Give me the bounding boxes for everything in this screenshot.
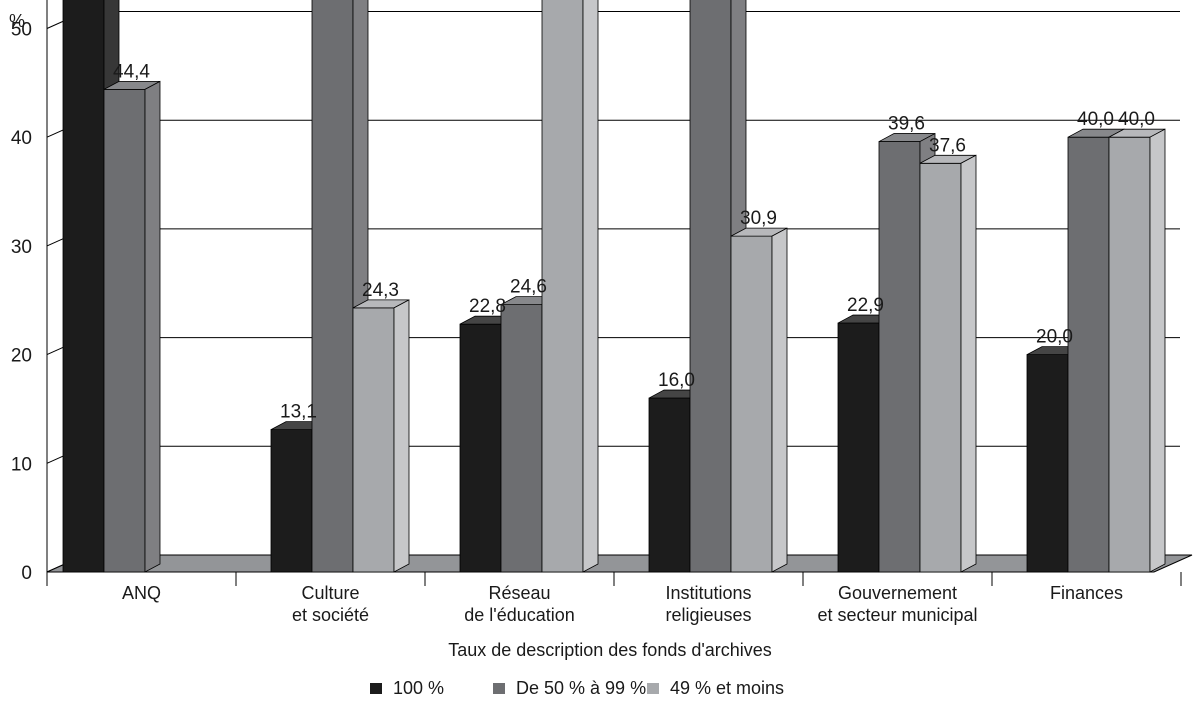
bar-front [103, 88, 146, 573]
legend-swatch [370, 683, 382, 694]
category-label: religieuses [665, 605, 751, 625]
data-label: 44,4 [113, 61, 150, 82]
bar-front [500, 304, 543, 573]
bar-side [1149, 128, 1166, 573]
data-label: 39,6 [888, 114, 925, 135]
data-label: 37,6 [929, 135, 966, 156]
bars [62, 0, 1166, 573]
data-label: 24,6 [510, 277, 547, 298]
bar [919, 154, 977, 573]
bar-front [459, 323, 502, 573]
category-label: et secteur municipal [817, 605, 977, 625]
bar-side [144, 80, 161, 573]
bar [541, 0, 599, 573]
bar-front [1067, 136, 1110, 573]
data-label: 16,0 [658, 370, 695, 391]
y-tick-label: 10 [11, 454, 32, 475]
bar-front [62, 0, 105, 573]
legend-label: 49 % et moins [670, 678, 784, 698]
category-label: Finances [1050, 583, 1123, 603]
bar-front [837, 322, 880, 573]
bar-front [919, 162, 962, 573]
data-label: 24,3 [362, 280, 399, 301]
bar-front [270, 429, 313, 573]
y-tick-label: 30 [11, 237, 32, 258]
chart-floor [46, 554, 1193, 573]
bar-side [393, 299, 410, 573]
category-label: Gouvernement [838, 583, 957, 603]
data-label: 40,0 [1118, 109, 1155, 130]
bar-front [1026, 354, 1069, 573]
bar [352, 299, 410, 573]
legend-label: 100 % [393, 678, 444, 698]
category-label: Culture [301, 583, 359, 603]
y-axis-unit: % [9, 11, 25, 31]
bar-front [541, 0, 584, 573]
category-label: Institutions [665, 583, 751, 603]
legend-swatch [493, 683, 505, 694]
data-label: 22,9 [847, 295, 884, 316]
data-label: 40,0 [1077, 109, 1114, 130]
category-label: ANQ [122, 583, 161, 603]
bar-front [730, 235, 773, 573]
bar [730, 227, 788, 573]
y-tick-label: 20 [11, 346, 32, 367]
bar-side [771, 227, 788, 573]
bar-front [648, 397, 691, 573]
category-label: et société [292, 605, 369, 625]
legend-swatch [647, 683, 659, 694]
bar [1108, 128, 1166, 573]
category-label: de l'éducation [464, 605, 575, 625]
data-label: 22,8 [469, 296, 506, 317]
data-label: 30,9 [740, 208, 777, 229]
bar-side [960, 154, 977, 573]
data-label: 20,0 [1036, 327, 1073, 348]
bar-side [582, 0, 599, 573]
data-labels: 55,644,413,162,724,322,824,652,716,053,1… [113, 61, 1155, 423]
bar-front [352, 307, 395, 573]
category-label: Réseau [488, 583, 550, 603]
bar [103, 80, 161, 573]
y-tick-label: 0 [21, 563, 32, 584]
bar-front [1108, 136, 1151, 573]
y-tick-label: 40 [11, 128, 32, 149]
legend-label: De 50 % à 99 % [516, 678, 646, 698]
legend: 100 % De 50 % à 99 % 49 % et moins [370, 678, 784, 698]
y-tick-label: 50 [11, 20, 32, 41]
x-axis-title: Taux de description des fonds d'archives [448, 640, 772, 660]
data-label: 13,1 [280, 402, 317, 423]
bar-front [878, 141, 921, 573]
bar-front [689, 0, 732, 573]
bar-front [311, 0, 354, 573]
